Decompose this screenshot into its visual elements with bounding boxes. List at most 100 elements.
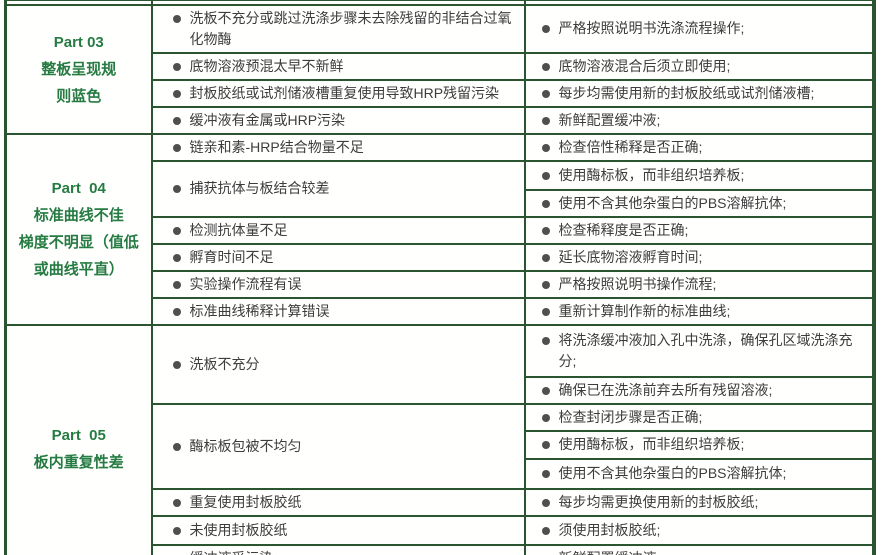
solution-cell: 严格按照说明书操作流程; [523,269,875,299]
solution-text: 使用不含其他杂蛋白的PBS溶解抗体; [558,465,787,481]
solution-text: 新鲜配置缓冲液; [559,548,661,555]
table-row: Part 05 板内重复性差 洗板不充分 将洗涤缓冲液加入孔中洗涤，确保孔区域洗… [4,323,875,555]
cause-cell: 酶标板包被不均匀 [150,402,526,490]
section-title: 整板呈现规 [41,60,117,78]
cause-cell: 实验操作流程有误 [150,269,526,299]
solution-text: 使用酶标板，而非组织培养板; [558,166,745,183]
table-row: 使用不含其他杂蛋白的PBS溶解抗体; [6,188,875,218]
solution-cell: 新鲜配置缓冲液; [523,105,875,135]
table-row: 孵育时间不足 延长底物溶液孵育时间; [6,242,875,272]
bullet-icon [541,116,550,125]
part04-title-cell: Part 04 标准曲线不佳 梯度不明显（值低 或曲线平直） [4,132,153,326]
section-title: 标准曲线不佳 [33,207,124,224]
table-row: 缓冲液有金属或HRP污染 新鲜配置缓冲液; [6,105,875,135]
cause-text: 链亲和素-HRP结合物量不足 [189,138,364,155]
cause-text: 封板胶纸或试剂储液槽重复使用导致HRP残留污染 [189,84,500,101]
cause-cell: 孵育时间不足 [150,242,526,272]
solution-cell: 须使用封板胶纸; [523,514,875,546]
solution-text: 使用酶标板，而非组织培养板; [558,436,745,452]
solution-text: 重新计算制作新的标准曲线; [558,302,731,319]
bullet-icon [172,89,181,98]
solution-text: 新鲜配置缓冲液; [558,111,661,128]
bullet-icon [541,307,550,316]
bullet-icon [172,280,181,289]
cause-text: 洗板不充分 [189,355,260,372]
cause-cell: 未使用封板胶纸 [150,514,526,546]
table-row: 重复使用封板胶纸 每步均需更换使用新的封板胶纸; [6,487,875,517]
table-row: 使用酶标板，而非组织培养板; [6,429,875,460]
bullet-icon [541,62,550,71]
solution-cell: 检查封闭步骤是否正确; [523,402,875,432]
bullet-icon [541,171,550,180]
bullet-icon [172,116,181,125]
cause-cell: 捕获抗体与板结合较差 [150,159,526,218]
cause-text: 底物溶液预混太早不新鲜 [189,57,344,74]
solution-text: 延长底物溶液孵育时间; [558,248,703,265]
cause-text: 缓冲液有金属或HRP污染 [189,111,346,128]
table-row: Part 03 整板呈现规 则蓝色 洗板不充分或跳过洗涤步骤未去除残留的非结合过… [4,3,875,135]
bullet-icon [541,336,550,345]
bullet-icon [541,280,550,289]
part03-title-cell: Part 03 整板呈现规 则蓝色 [4,3,153,135]
cause-cell: 标准曲线稀释计算错误 [150,296,526,326]
solution-cell: 延长底物溶液孵育时间; [523,242,875,272]
solution-cell: 每步均需使用新的封板胶纸或试剂储液槽; [523,78,875,108]
table-row: 实验操作流程有误 严格按照说明书操作流程; [6,269,875,299]
bullet-icon [172,14,181,23]
bullet-icon [172,143,181,152]
cutoff-row [4,0,875,6]
cause-text: 标准曲线稀释计算错误 [189,302,330,319]
section-title: 板内重复性差 [33,453,124,471]
bullet-icon [541,199,550,208]
section-title: Part 05 [51,426,106,444]
cause-text: 缓冲液受污染 [190,548,274,555]
bullet-icon [172,253,181,262]
bullet-icon [541,386,550,395]
bullet-icon [541,413,550,422]
cause-cell: 检测抗体量不足 [150,215,526,245]
solution-cell: 严格按照说明书洗涤流程操作; [523,3,875,54]
cause-cell: 封板胶纸或试剂储液槽重复使用导致HRP残留污染 [150,78,526,108]
bullet-icon [541,25,550,33]
table-row: 捕获抗体与板结合较差 使用酶标板，而非组织培养板; [6,159,875,218]
part05-title-cell: Part 05 板内重复性差 [4,323,153,555]
solution-cell: 使用不含其他杂蛋白的PBS溶解抗体; [523,457,875,490]
solution-cell: 使用酶标板，而非组织培养板; [523,159,875,191]
table-row: 封板胶纸或试剂储液槽重复使用导致HRP残留污染 每步均需使用新的封板胶纸或试剂储… [6,78,875,108]
cause-cell: 底物溶液预混太早不新鲜 [150,51,526,81]
cause-cell: 洗板不充分 [150,323,526,405]
table-row: 底物溶液预混太早不新鲜 底物溶液混合后须立即使用; [6,51,875,81]
section-title: Part 04 [51,180,106,197]
bullet-icon [172,526,181,535]
solution-cell: 检查倍性稀释是否正确; [523,132,875,162]
section-title: 梯度不明显（值低 [18,234,139,251]
cause-text: 检测抗体量不足 [189,221,288,238]
solution-cell: 每步均需更换使用新的封板胶纸; [523,487,875,517]
solution-text: 确保已在洗涤前弃去所有残留溶液; [558,381,773,398]
solution-text: 须使用封板胶纸; [558,521,661,538]
bullet-icon [172,226,181,235]
solution-text: 将洗涤缓冲液加入孔中洗涤，确保孔区域洗涤充分; [558,331,853,369]
table-row: 确保已在洗涤前弃去所有残留溶液; [6,375,875,405]
table-row: 使用不含其他杂蛋白的PBS溶解抗体; [6,457,875,490]
solution-cell: 确保已在洗涤前弃去所有残留溶液; [523,375,875,405]
cause-text: 重复使用封板胶纸 [189,493,302,510]
cause-cell: 缓冲液有金属或HRP污染 [150,105,526,135]
table-row: 标准曲线稀释计算错误 重新计算制作新的标准曲线; [6,296,875,326]
section-title: Part 03 [53,33,104,51]
cause-text: 未使用封板胶纸 [189,521,288,538]
bullet-icon [541,470,550,478]
solution-text: 严格按照说明书操作流程; [558,275,717,292]
cause-cell: 链亲和素-HRP结合物量不足 [150,132,526,162]
bullet-icon [172,307,181,316]
cause-text: 孵育时间不足 [189,248,274,265]
table-row: 酶标板包被不均匀 检查封闭步骤是否正确; [6,402,875,490]
bullet-icon [172,360,181,369]
bullet-icon [541,143,550,152]
solution-text: 每步均需更换使用新的封板胶纸; [558,493,759,510]
cause-text: 实验操作流程有误 [189,275,302,292]
cause-cell: 洗板不充分或跳过洗涤步骤未去除残留的非结合过氧化物酶 [150,3,526,54]
troubleshooting-table: Part 03 整板呈现规 则蓝色 洗板不充分或跳过洗涤步骤未去除残留的非结合过… [4,0,876,555]
section-title: 则蓝色 [56,87,102,105]
